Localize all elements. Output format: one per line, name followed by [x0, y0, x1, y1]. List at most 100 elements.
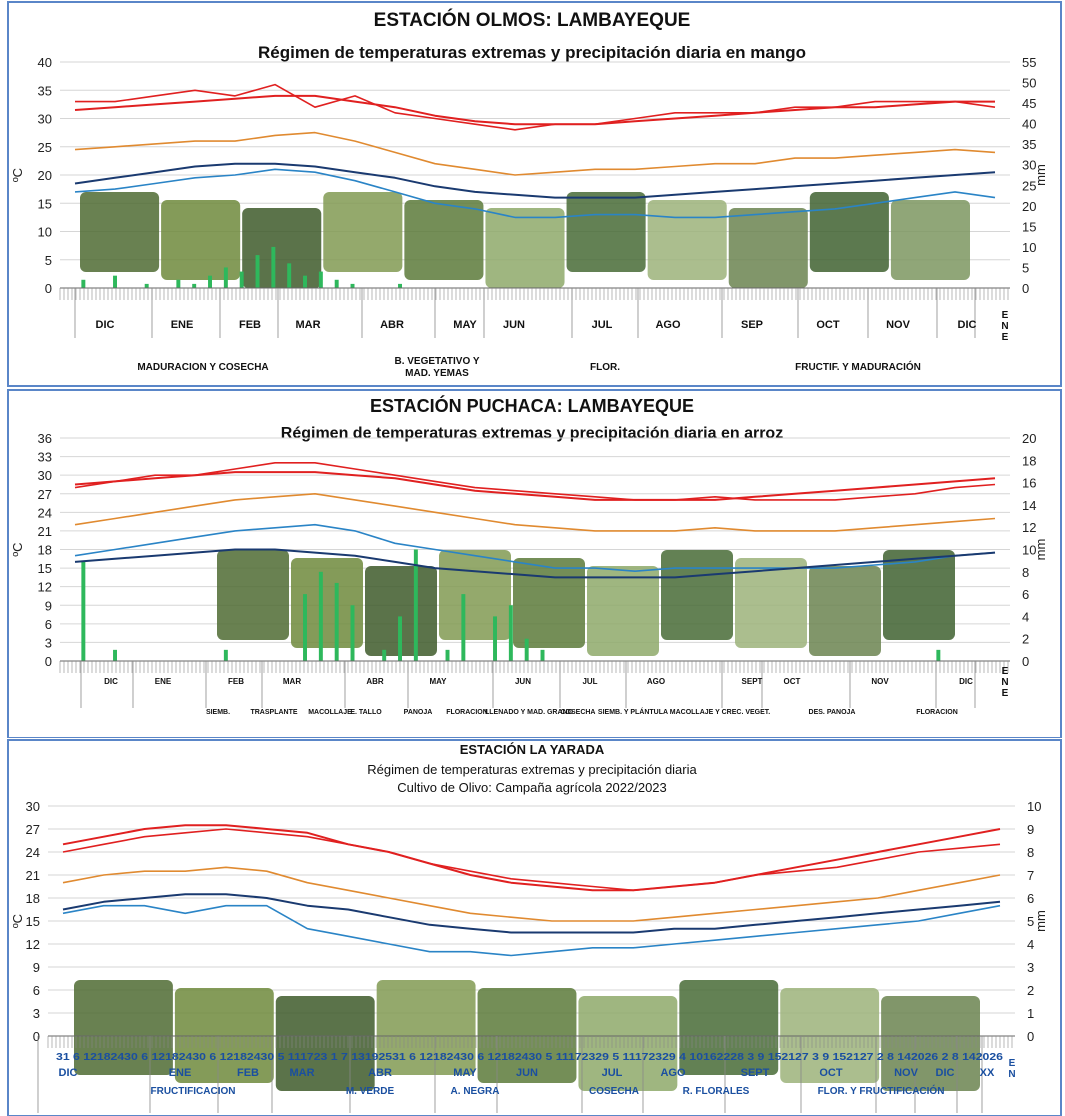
olmos-month-label: ABR	[380, 319, 404, 331]
olmos-month-label: MAY	[453, 319, 477, 331]
puchaca-y2label: mm	[1033, 539, 1048, 561]
puchaca-month-label: OCT	[784, 677, 801, 686]
puchaca-y2tick-label: 12	[1022, 520, 1036, 535]
puchaca-ytick-label: 21	[38, 524, 52, 539]
puchaca-y2tick-label: 14	[1022, 498, 1036, 513]
puchaca-month-label: E	[1002, 688, 1009, 699]
yarada-ytick-label: 21	[26, 868, 40, 883]
puchaca-month-label: SEPT	[742, 677, 763, 686]
chart-olmos: ESTACIÓN OLMOS: LAMBAYEQUE Régimen de tem…	[0, 0, 1065, 388]
yarada-month-label: XX	[980, 1067, 995, 1079]
olmos-precip-bar	[144, 283, 149, 288]
yarada-month-label: N	[1008, 1069, 1015, 1080]
puchaca-y2tick-label: 8	[1022, 565, 1029, 580]
olmos-y2label: mm	[1033, 164, 1048, 186]
olmos-precip-bar	[334, 279, 339, 288]
puchaca-phase-label: PANOJA	[404, 709, 433, 716]
olmos-ytick-label: 40	[38, 55, 52, 70]
olmos-ytick-label: 0	[45, 281, 52, 296]
puchaca-phase-label: FLORACION	[446, 709, 488, 716]
olmos-precip-bar	[176, 279, 181, 288]
puchaca-phase-label: TRASPLANTE	[250, 709, 297, 716]
yarada-ytick-label: 6	[33, 983, 40, 998]
yarada-ytick-label: 18	[26, 891, 40, 906]
olmos-precip-bar	[223, 267, 228, 288]
olmos-subtitle: Régimen de temperaturas extremas y preci…	[258, 43, 806, 62]
yarada-month-label: ENE	[169, 1067, 192, 1079]
puchaca-crop-photo	[217, 550, 289, 640]
yarada-month-label: FEB	[237, 1067, 259, 1079]
puchaca-y2tick-label: 18	[1022, 453, 1036, 468]
puchaca-precip-bar	[413, 549, 418, 661]
puchaca-precip-bar	[398, 616, 402, 661]
yarada-series-line	[62, 904, 1001, 957]
puchaca-phase-label: E. TALLO	[350, 709, 382, 716]
olmos-precip-bar	[81, 279, 86, 288]
olmos-month-label: N	[1001, 321, 1008, 332]
puchaca-phase-label: MACOLLAJE	[308, 709, 352, 716]
olmos-crop-photo	[404, 200, 484, 280]
puchaca-month-label: DIC	[959, 677, 973, 686]
olmos-month-label: AGO	[655, 319, 681, 331]
puchaca-month-label: JUN	[515, 677, 531, 686]
olmos-month-label: SEP	[741, 319, 763, 331]
yarada-subtitle: Régimen de temperaturas extremas y preci…	[367, 762, 697, 777]
yarada-month-label: DIC	[936, 1067, 955, 1079]
olmos-precip-bar	[271, 246, 276, 288]
puchaca-series-line	[74, 548, 996, 579]
puchaca-phase-label: SIEMB.	[206, 709, 230, 716]
puchaca-ytick-label: 36	[38, 431, 52, 446]
puchaca-crop-photo	[661, 550, 733, 640]
yarada-month-label: ABR	[368, 1067, 392, 1079]
puchaca-phase-label: COSECHA	[560, 709, 595, 716]
yarada-phase-label: R. FLORALES	[683, 1086, 750, 1097]
puchaca-precip-bar	[303, 594, 307, 661]
puchaca-month-label: ENE	[155, 677, 172, 686]
olmos-crop-photo	[161, 200, 241, 280]
puchaca-y2tick-label: 20	[1022, 431, 1036, 446]
yarada-phase-label: A. NEGRA	[451, 1086, 500, 1097]
olmos-month-label: E	[1002, 310, 1009, 321]
puchaca-precip-bar	[461, 594, 466, 661]
olmos-series-line	[74, 168, 996, 219]
puchaca-precip-bar	[382, 649, 387, 661]
yarada-phase-label: M. VERDE	[346, 1086, 395, 1097]
yarada-ytick-label: 24	[26, 845, 40, 860]
olmos-precip-bar	[287, 263, 292, 288]
puchaca-precip-bar	[508, 605, 513, 661]
yarada-y2tick-label: 5	[1027, 914, 1034, 929]
puchaca-series-line	[74, 523, 996, 572]
yarada-ytick-label: 0	[33, 1029, 40, 1044]
olmos-y2tick-label: 10	[1022, 240, 1036, 255]
olmos-y2tick-label: 30	[1022, 158, 1036, 173]
puchaca-title: ESTACIÓN PUCHACA: LAMBAYEQUE	[370, 395, 694, 416]
olmos-crop-photo	[809, 192, 889, 272]
puchaca-y2tick-label: 0	[1022, 654, 1029, 669]
chart-olmos-svg: ESTACIÓN OLMOS: LAMBAYEQUE Régimen de tem…	[7, 1, 1062, 387]
puchaca-month-label: MAY	[429, 677, 447, 686]
olmos-y2tick-label: 35	[1022, 137, 1036, 152]
puchaca-month-label: DIC	[104, 677, 118, 686]
puchaca-crop-photo	[809, 566, 881, 656]
chart-puchaca-svg: ESTACIÓN PUCHACA: LAMBAYEQUE Régimen de t…	[7, 389, 1062, 738]
puchaca-precip-bar	[318, 571, 323, 661]
yarada-y2tick-label: 10	[1027, 799, 1041, 814]
yarada-y2tick-label: 6	[1027, 891, 1034, 906]
puchaca-crop-photo	[365, 566, 437, 656]
yarada-phase-label: FRUCTIFICACION	[151, 1086, 236, 1097]
puchaca-precip-bar	[524, 638, 529, 661]
olmos-crop-photo	[323, 192, 403, 272]
yarada-y2tick-label: 3	[1027, 960, 1034, 975]
puchaca-phase-label: MACOLLAJE Y CREC. VEGET.	[670, 709, 771, 716]
olmos-crop-photo	[647, 200, 727, 280]
chart-puchaca: ESTACIÓN PUCHACA: LAMBAYEQUE Régimen de t…	[0, 388, 1065, 738]
puchaca-ytick-label: 24	[38, 505, 52, 520]
olmos-month-label: NOV	[886, 319, 911, 331]
puchaca-month-label: JUL	[582, 677, 597, 686]
puchaca-crop-photo	[735, 558, 807, 648]
puchaca-month-label: N	[1001, 677, 1008, 688]
yarada-month-label: AGO	[660, 1067, 686, 1079]
puchaca-y2tick-label: 10	[1022, 543, 1036, 558]
olmos-month-label: DIC	[96, 319, 115, 331]
olmos-ylabel: ºC	[10, 168, 25, 182]
